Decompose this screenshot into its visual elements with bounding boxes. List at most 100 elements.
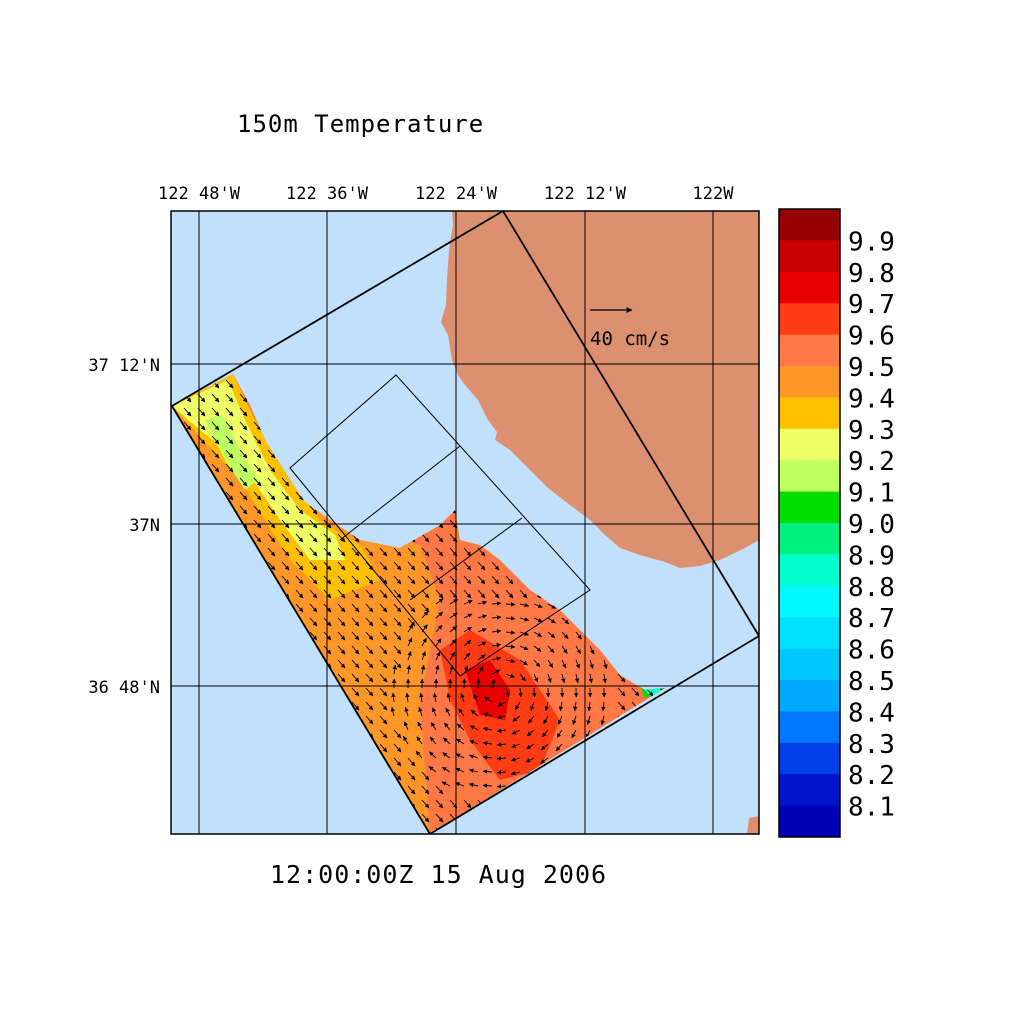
current-vector-arrow — [519, 602, 530, 608]
current-vector-arrow — [403, 721, 409, 731]
current-vector-arrow — [575, 631, 582, 640]
current-vector-arrow — [379, 743, 388, 753]
current-vector-arrow — [469, 725, 479, 731]
current-vector-arrow — [281, 575, 290, 585]
current-vector-arrow — [547, 645, 555, 653]
current-vector-arrow — [547, 659, 554, 669]
current-vector-arrow — [295, 547, 304, 557]
colorbar-level-label: 8.1 — [848, 793, 895, 823]
current-vector-arrow — [575, 645, 581, 655]
colorbar-swatch — [779, 366, 840, 398]
current-vector-arrow — [393, 659, 402, 669]
current-vector-arrow — [533, 617, 543, 623]
current-vector-arrow — [491, 629, 502, 634]
current-vector-arrow — [183, 407, 192, 417]
current-vector-arrow — [519, 589, 528, 599]
current-vector-arrow — [491, 669, 501, 675]
current-vector-arrow — [477, 666, 484, 675]
lon-tick-label: 122 24'W — [415, 184, 498, 204]
current-vector-arrow — [456, 723, 465, 731]
current-vector-arrow — [365, 603, 374, 613]
current-vector-arrow — [225, 463, 234, 473]
current-vector-arrow — [379, 603, 388, 613]
current-vector-arrow — [470, 709, 479, 717]
current-vector-arrow — [309, 547, 318, 557]
current-vector-arrow — [239, 505, 248, 515]
current-vector-arrow — [496, 728, 507, 733]
current-vector-arrow — [309, 603, 318, 613]
current-vector-arrow — [435, 813, 444, 823]
colorbar-swatch — [779, 805, 840, 838]
current-vector-arrow — [631, 687, 640, 697]
current-vector-arrow — [463, 589, 472, 599]
current-vector-arrow — [469, 754, 479, 759]
current-vector-arrow — [351, 561, 360, 571]
colorbar-swatch — [779, 742, 840, 775]
current-vector-arrow — [365, 589, 374, 599]
current-vector-arrow — [295, 561, 304, 571]
current-vector-arrow — [428, 766, 437, 773]
current-vector-arrow — [505, 687, 510, 697]
current-vector-arrow — [351, 631, 360, 641]
current-vector-arrow — [225, 491, 234, 501]
current-vector-arrow — [442, 752, 451, 759]
current-vector-arrow — [239, 421, 248, 431]
lat-tick-label: 36 48'N — [88, 678, 160, 698]
current-vector-arrow — [547, 631, 556, 639]
current-vector-arrow — [476, 678, 481, 689]
inner-domain-divider — [409, 517, 523, 601]
current-vector-arrow — [561, 645, 568, 654]
colorbar-swatch — [779, 523, 840, 555]
current-vector-arrow — [418, 707, 423, 717]
current-vector-arrow — [365, 645, 374, 655]
current-vector-arrow — [540, 757, 549, 764]
current-vector-arrow — [403, 735, 409, 745]
current-vector-arrow — [511, 729, 521, 735]
current-vector-arrow — [497, 701, 507, 707]
current-vector-arrow — [281, 491, 290, 501]
lon-tick-label: 122 48'W — [158, 184, 241, 204]
current-vector-arrow — [421, 799, 430, 809]
current-vector-arrow — [526, 743, 535, 750]
land-area — [441, 211, 759, 568]
graticule — [171, 211, 759, 834]
current-vector-arrow — [574, 673, 580, 684]
current-vector-arrow — [435, 561, 444, 571]
current-vector-arrow — [463, 613, 473, 619]
current-vector-arrow — [404, 706, 409, 717]
current-vector-arrow — [435, 664, 440, 675]
current-vector-arrow — [602, 673, 607, 684]
current-vector-arrow — [482, 712, 493, 717]
current-vector-arrow — [435, 785, 444, 795]
current-vector-arrow — [496, 742, 507, 747]
current-vector-arrow — [558, 701, 564, 712]
current-vector-arrow — [556, 729, 563, 738]
current-vector-arrow — [351, 659, 360, 669]
current-vector-arrow — [430, 721, 437, 731]
current-vector-arrow — [519, 673, 526, 682]
current-vector-arrow — [533, 659, 541, 668]
current-vector-arrow — [540, 743, 549, 751]
map-panel: 40 cm/s — [171, 211, 759, 834]
current-vector-arrow — [547, 673, 552, 683]
current-vector-arrow — [455, 767, 465, 773]
current-vector-arrow — [393, 547, 402, 557]
current-vector-arrow — [337, 673, 346, 683]
current-vector-arrow — [572, 715, 577, 725]
current-vector-arrow — [432, 707, 437, 717]
current-vector-arrow — [617, 687, 626, 697]
current-vector-arrow — [463, 639, 472, 647]
current-vector-arrow — [407, 771, 416, 781]
current-vector-arrow — [267, 533, 276, 543]
colorbar-swatch — [779, 491, 840, 524]
current-vector-arrow — [477, 600, 488, 605]
colorbar-level-label: 9.8 — [848, 259, 895, 289]
current-vector-arrow — [473, 693, 479, 703]
current-vector-arrow — [337, 533, 346, 543]
current-vector-arrow — [379, 645, 388, 655]
current-vector-arrow — [239, 463, 248, 473]
current-vector-arrow — [421, 575, 430, 585]
current-vector-arrow — [225, 421, 234, 431]
colorbar-frame — [778, 208, 841, 838]
colorbar-swatch — [779, 680, 840, 712]
